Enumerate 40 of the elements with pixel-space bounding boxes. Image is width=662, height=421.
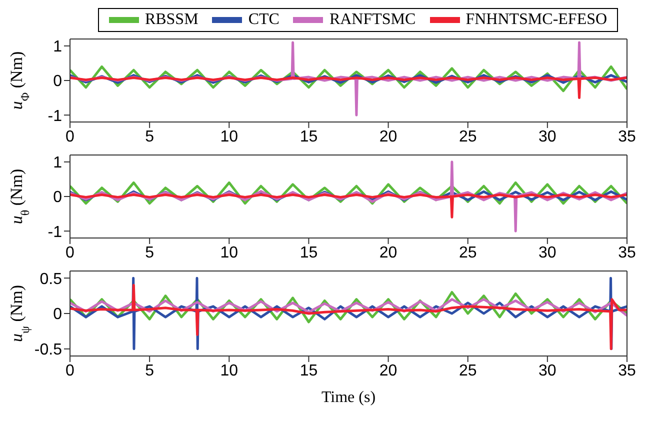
x-axis-title: Time (s) — [321, 389, 376, 406]
x-tick-label: 0 — [66, 362, 75, 380]
y-tick-label: 0 — [53, 189, 62, 206]
legend-label: FNHNTSMC-EFESO — [466, 11, 608, 29]
x-tick-label: 5 — [145, 362, 154, 380]
y-tick-label: 1 — [53, 154, 62, 172]
legend-label: CTC — [248, 11, 280, 29]
x-tick-label: 15 — [300, 128, 318, 146]
x-tick-label: 10 — [220, 362, 238, 380]
x-tick-label: 25 — [458, 362, 477, 380]
x-tick-label: 5 — [145, 244, 154, 262]
x-tick-label: 20 — [379, 128, 398, 146]
line-series — [70, 76, 627, 100]
x-tick-label: 25 — [458, 244, 477, 262]
y-tick-label: -1 — [48, 108, 62, 125]
x-tick-label: 10 — [220, 244, 238, 262]
x-tick-label: 0 — [66, 244, 75, 262]
x-tick-label: 20 — [379, 244, 398, 262]
x-tick-label: 30 — [538, 128, 556, 146]
y-tick-label: 0 — [53, 306, 62, 324]
y-tick-label: 0 — [53, 73, 62, 90]
x-tick-label: 35 — [618, 244, 636, 262]
y-tick-label: 0.5 — [40, 270, 62, 288]
x-tick-label: 15 — [300, 244, 318, 262]
x-tick-label: 30 — [538, 362, 556, 380]
x-tick-label: 35 — [618, 362, 636, 380]
x-tick-label: 20 — [379, 362, 398, 380]
legend-label: RANFTSMC — [329, 11, 416, 29]
x-tick-label: 5 — [145, 128, 154, 146]
y-tick-label: -1 — [48, 224, 62, 241]
x-tick-label: 30 — [538, 244, 556, 262]
x-tick-label: 35 — [618, 128, 636, 146]
y-tick-label: 1 — [53, 38, 62, 56]
line-series — [70, 194, 627, 218]
legend-label: RBSSM — [144, 11, 198, 29]
x-tick-label: 15 — [300, 362, 318, 380]
y-tick-label: -0.5 — [34, 342, 62, 359]
x-tick-label: 0 — [66, 128, 75, 146]
x-tick-label: 10 — [220, 128, 238, 146]
x-tick-label: 25 — [458, 128, 477, 146]
